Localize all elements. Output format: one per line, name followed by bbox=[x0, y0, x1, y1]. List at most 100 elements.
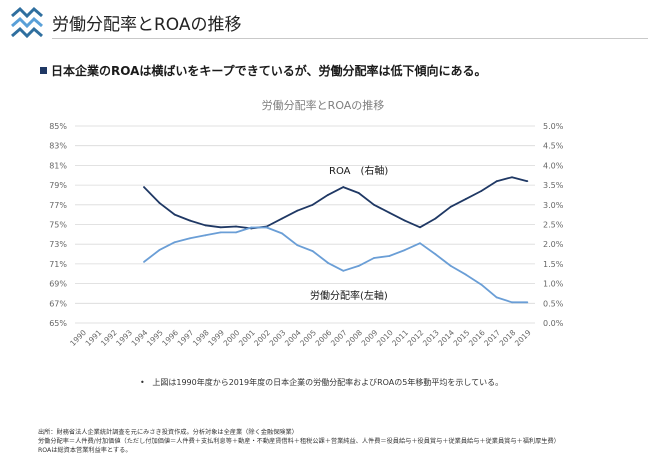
x-tick-label: 2015 bbox=[452, 328, 472, 348]
roa-point bbox=[449, 205, 452, 208]
left-tick-label: 65% bbox=[49, 319, 67, 328]
roa-point bbox=[465, 197, 467, 200]
headline: 日本企業のROAは横ばいをキープできているが、労働分配率は低下傾向にある。 bbox=[40, 62, 486, 79]
series-labels: ROA (右軸) 労働分配率(左軸) bbox=[310, 164, 388, 302]
right-tick-label: 0.0% bbox=[543, 319, 564, 328]
right-tick-label: 4.0% bbox=[543, 161, 564, 170]
roa-point bbox=[281, 217, 283, 220]
roa-point bbox=[419, 226, 421, 229]
x-tick-label: 1994 bbox=[130, 328, 150, 348]
labor-share-point bbox=[143, 261, 145, 263]
x-tick-label: 1993 bbox=[114, 328, 134, 348]
source-line: 労働分配率＝人件費/付加価値（ただし付加価値＝人件費＋支払利息等＋動産・不動産賃… bbox=[38, 438, 560, 445]
labor-share-point bbox=[296, 244, 299, 247]
x-tick-label: 2002 bbox=[252, 328, 272, 348]
roa-point bbox=[403, 219, 406, 222]
x-tick-label: 2010 bbox=[375, 328, 395, 348]
x-tick-label: 2006 bbox=[314, 328, 334, 348]
left-tick-label: 77% bbox=[49, 201, 67, 210]
labor-share-point bbox=[526, 301, 529, 304]
left-tick-label: 85% bbox=[49, 122, 67, 131]
x-tick-label: 1999 bbox=[206, 328, 226, 348]
x-tick-label: 2013 bbox=[421, 328, 441, 348]
labor-share-point bbox=[403, 249, 406, 252]
headline-text: 日本企業のROAは横ばいをキープできているが、労働分配率は低下傾向にある。 bbox=[51, 64, 487, 78]
roa-line bbox=[143, 176, 528, 230]
x-tick-label: 1997 bbox=[176, 328, 196, 348]
labor-share-point bbox=[434, 253, 437, 255]
labor-share-point bbox=[311, 250, 314, 252]
labor-share-point bbox=[511, 301, 513, 304]
footnote: • 上図は1990年度から2019年度の日本企業の労働分配率およびROAの5年移… bbox=[140, 378, 504, 387]
right-tick-label: 4.5% bbox=[543, 142, 564, 151]
labor-share-point bbox=[281, 232, 283, 235]
page-title: 労働分配率とROAの推移 bbox=[52, 15, 242, 35]
roa-point bbox=[219, 226, 222, 229]
roa-point bbox=[388, 211, 391, 214]
labor-share-point bbox=[204, 234, 207, 237]
x-tick-label: 2005 bbox=[298, 328, 318, 348]
series bbox=[143, 176, 529, 304]
roa-point bbox=[480, 190, 483, 192]
labor-share-line bbox=[143, 226, 528, 304]
roa-point bbox=[511, 176, 513, 179]
roa-point bbox=[495, 180, 498, 183]
x-tick-label: 2001 bbox=[237, 328, 257, 348]
left-tick-label: 73% bbox=[49, 240, 67, 249]
left-tick-label: 75% bbox=[49, 221, 67, 230]
left-tick-label: 71% bbox=[49, 260, 67, 269]
labor-share-point bbox=[357, 264, 360, 267]
x-tick-label: 2016 bbox=[467, 328, 487, 348]
x-tick-label: 1990 bbox=[68, 328, 88, 348]
left-tick-label: 69% bbox=[49, 280, 67, 289]
roa-point bbox=[158, 201, 161, 204]
right-tick-label: 1.0% bbox=[543, 280, 564, 289]
labor-share-point bbox=[419, 242, 421, 245]
labor-share-point bbox=[327, 262, 329, 264]
labor-share-point bbox=[388, 255, 391, 257]
chart-title: 労働分配率とROAの推移 bbox=[262, 98, 385, 112]
labor-share-point bbox=[173, 241, 176, 244]
right-tick-label: 5.0% bbox=[543, 122, 564, 131]
roa-point bbox=[143, 186, 145, 188]
x-tick-label: 2012 bbox=[406, 328, 426, 348]
x-tick-label: 2004 bbox=[283, 328, 303, 348]
square-bullet-icon bbox=[40, 67, 47, 74]
footnote-text: 上図は1990年度から2019年度の日本企業の労働分配率およびROAの5年移動平… bbox=[152, 378, 504, 387]
x-tick-label: 2008 bbox=[344, 328, 364, 348]
labor-share-point bbox=[342, 269, 345, 272]
labor-share-point bbox=[480, 283, 483, 286]
left-tick-label: 81% bbox=[49, 161, 67, 170]
roa-point bbox=[357, 192, 360, 194]
roa-point bbox=[327, 194, 329, 196]
labor-share-point bbox=[373, 257, 375, 259]
right-tick-label: 1.5% bbox=[543, 260, 564, 269]
gridlines bbox=[75, 125, 535, 324]
labor-share-point bbox=[449, 264, 452, 267]
roa-point bbox=[296, 209, 299, 212]
labor-share-point bbox=[495, 296, 498, 299]
x-tick-label: 2018 bbox=[498, 328, 518, 348]
source-line: 出所：財務省法人企業統計調査を元にみさき投資作成。分析対象は全産業（除く金融保険… bbox=[38, 429, 298, 436]
wave-logo-icon bbox=[11, 6, 43, 39]
x-tick-label: 1991 bbox=[84, 328, 104, 348]
header: 労働分配率とROAの推移 bbox=[0, 0, 660, 46]
labor-share-series-label: 労働分配率(左軸) bbox=[310, 289, 388, 302]
roa-point bbox=[189, 219, 191, 222]
roa-point bbox=[526, 180, 529, 183]
header-divider bbox=[52, 38, 648, 39]
right-tick-label: 0.5% bbox=[543, 299, 564, 308]
labor-share-point bbox=[465, 273, 467, 276]
x-tick-label: 1996 bbox=[160, 328, 180, 348]
x-tick-label: 2017 bbox=[482, 328, 502, 348]
roa-point bbox=[373, 203, 375, 206]
roa-point bbox=[434, 217, 437, 220]
roa-series-label: ROA (右軸) bbox=[329, 164, 388, 177]
right-tick-label: 2.5% bbox=[543, 221, 564, 230]
x-tick-label: 2014 bbox=[436, 328, 456, 348]
x-tick-label: 2007 bbox=[329, 328, 349, 348]
labor-share-point bbox=[250, 226, 253, 229]
source-notes: 出所：財務省法人企業統計調査を元にみさき投資作成。分析対象は全産業（除く金融保険… bbox=[38, 428, 560, 455]
